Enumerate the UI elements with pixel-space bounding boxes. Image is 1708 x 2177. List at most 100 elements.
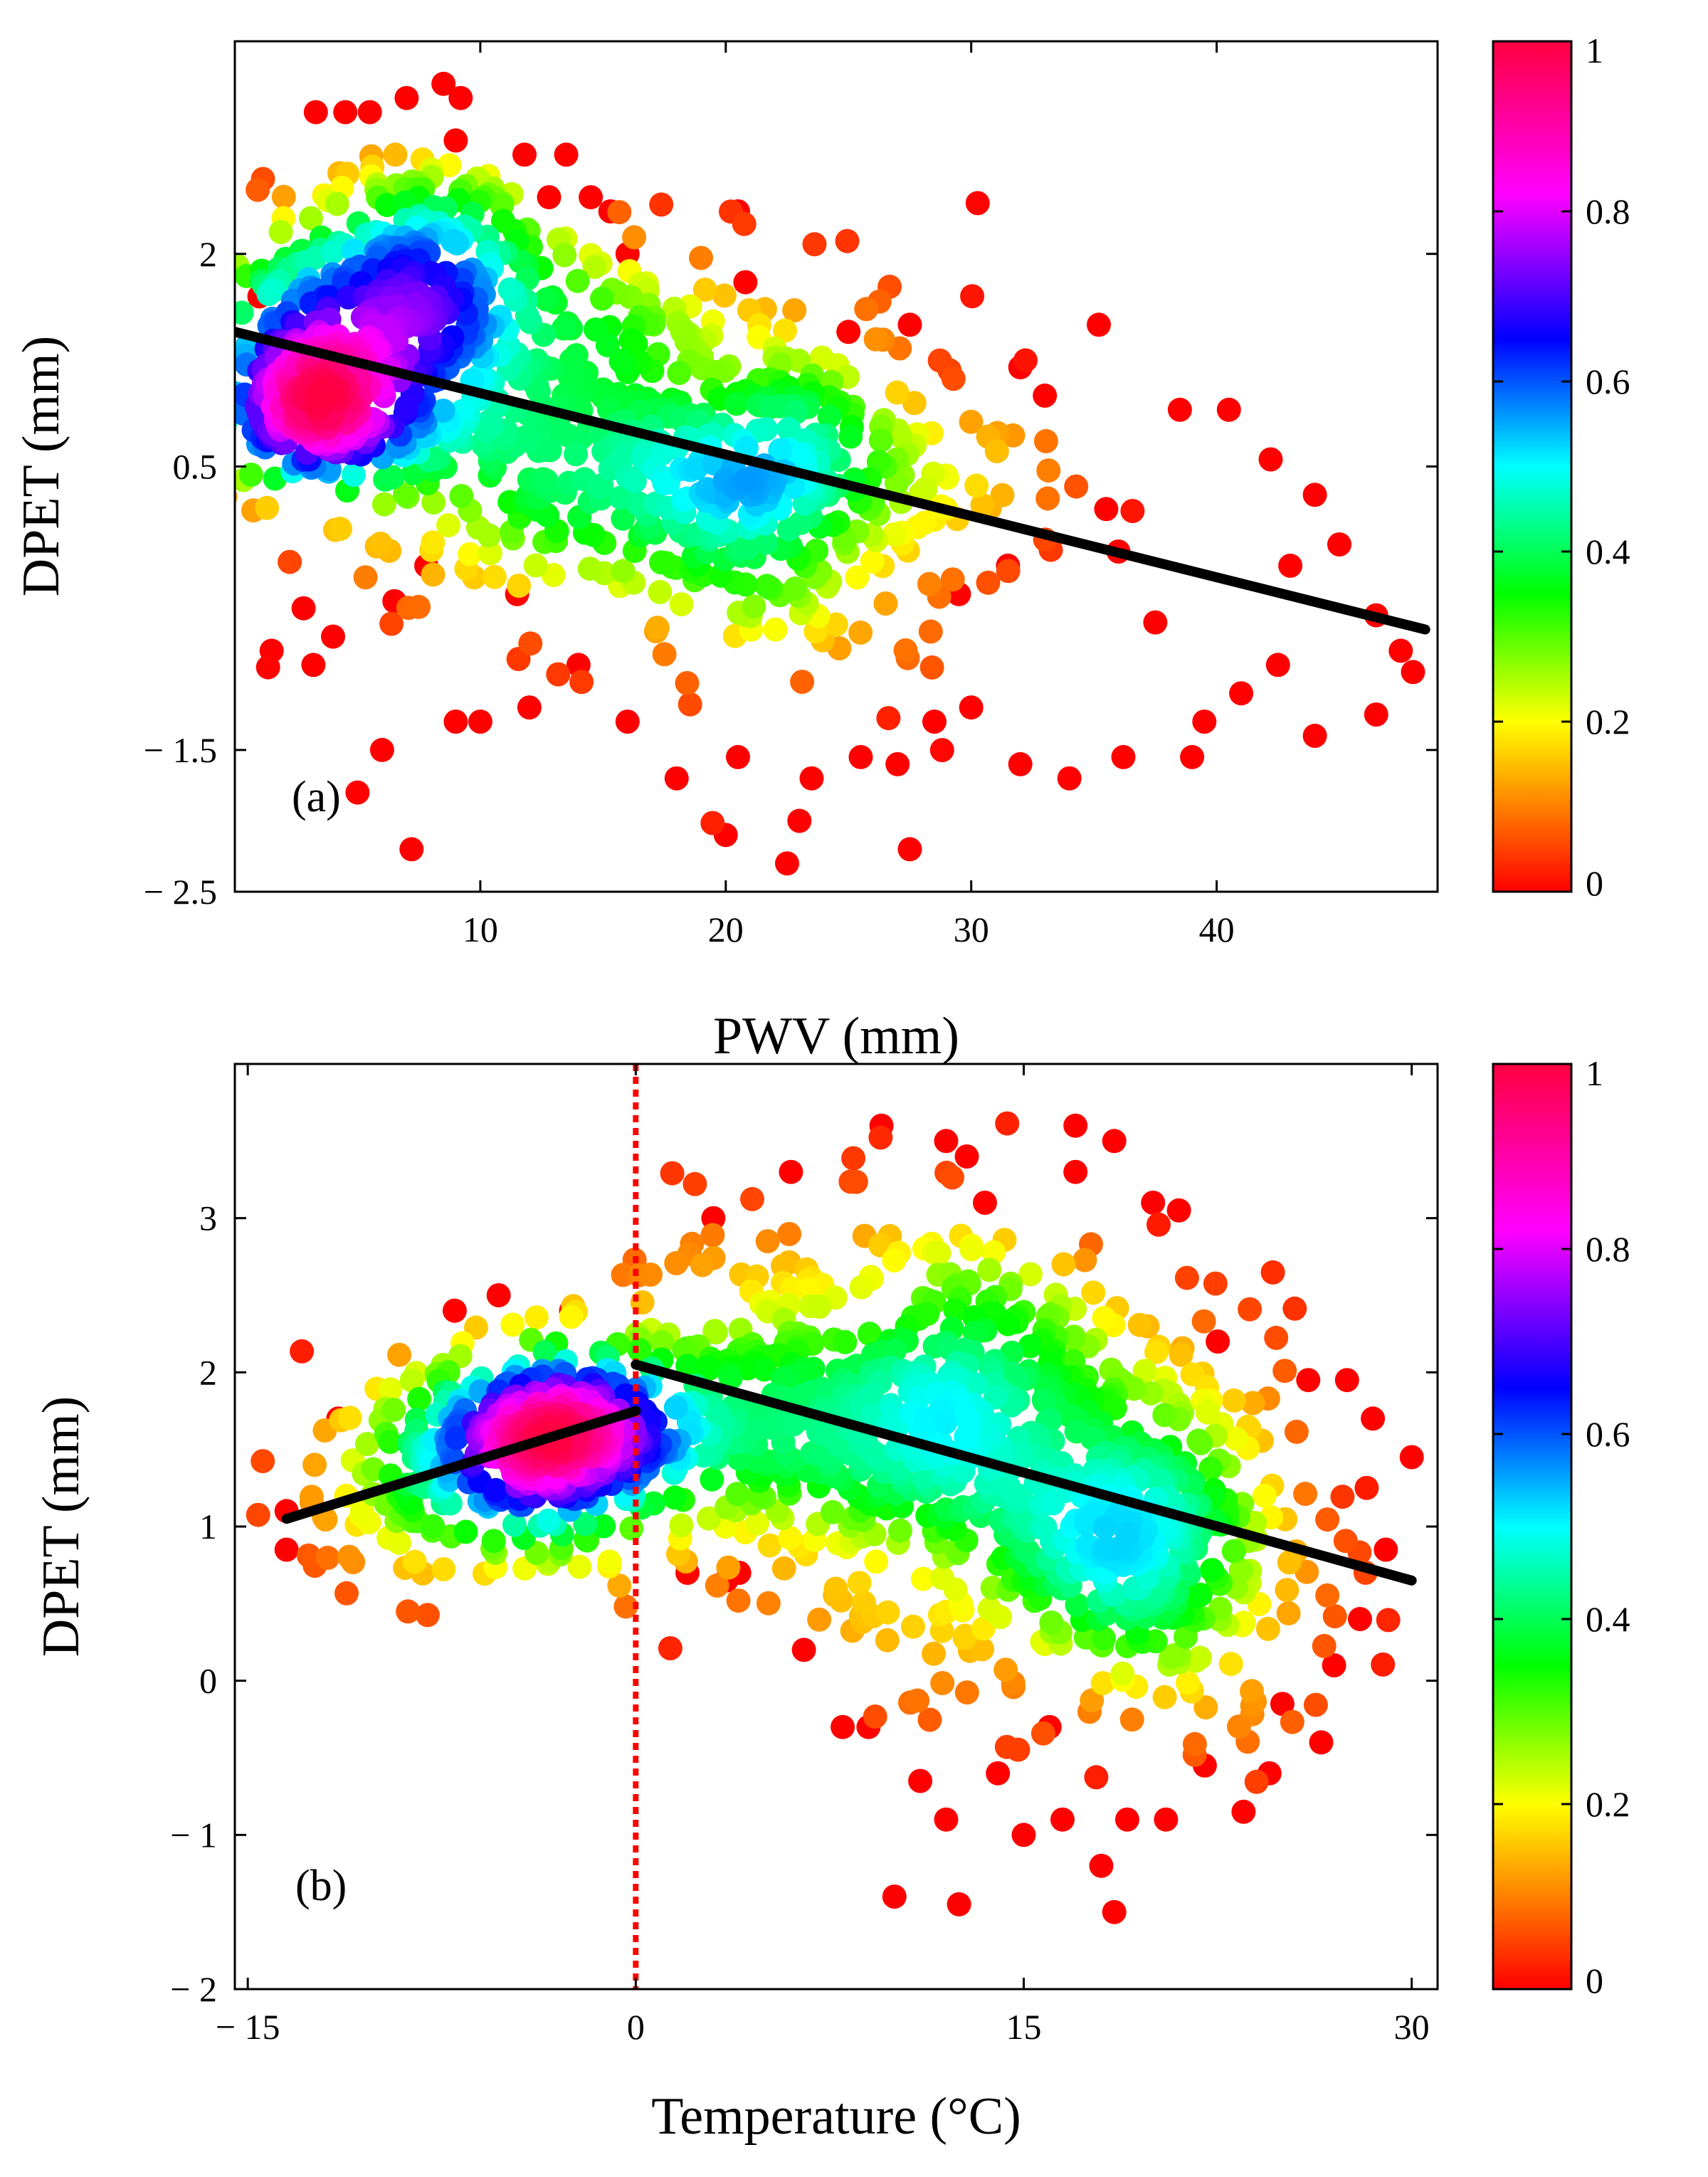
scatter-point xyxy=(1094,497,1119,522)
y-tick-label: − 2.5 xyxy=(144,872,217,912)
scatter-point xyxy=(608,349,633,374)
scatter-point xyxy=(712,283,737,308)
scatter-point xyxy=(552,243,577,268)
scatter-point xyxy=(582,255,607,280)
scatter-point xyxy=(1315,1583,1340,1608)
scatter-point xyxy=(374,193,399,218)
scatter-point xyxy=(328,517,352,542)
scatter-point xyxy=(930,1671,955,1695)
scatter-point xyxy=(901,1614,925,1639)
scatter-point xyxy=(386,1530,411,1555)
scatter-point xyxy=(1348,1607,1372,1631)
scatter-point xyxy=(863,327,888,352)
scatter-point xyxy=(1276,1601,1301,1625)
scatter-point xyxy=(744,1416,769,1441)
scatter-point xyxy=(649,192,674,217)
scatter-point xyxy=(701,1206,726,1230)
scatter-point xyxy=(1089,1853,1114,1878)
scatter-point xyxy=(500,1312,525,1337)
scatter-point xyxy=(664,1250,689,1275)
scatter-point xyxy=(1057,766,1082,791)
scatter-point xyxy=(849,1275,874,1300)
scatter-point xyxy=(951,1399,976,1423)
scatter-point xyxy=(1284,1419,1309,1444)
scatter-point xyxy=(147,394,171,418)
scatter-point xyxy=(994,1734,1019,1759)
scatter-point xyxy=(1169,1342,1193,1367)
x-tick-label: − 15 xyxy=(216,2007,280,2047)
scatter-point xyxy=(536,1508,561,1533)
scatter-point xyxy=(1091,1626,1116,1650)
panel-a-fit-lines xyxy=(235,327,1430,635)
scatter-point xyxy=(334,1581,359,1606)
scatter-point xyxy=(863,1704,887,1729)
scatter-point xyxy=(845,565,870,590)
scatter-point xyxy=(1228,1558,1253,1583)
colorbar-b-frame xyxy=(1492,1063,1573,1991)
scatter-point xyxy=(782,298,807,322)
scatter-point xyxy=(307,385,332,410)
scatter-point xyxy=(477,523,502,548)
scatter-point xyxy=(910,1566,935,1591)
scatter-point xyxy=(700,811,725,836)
x-tick-label: 10 xyxy=(463,910,498,949)
scatter-point xyxy=(700,1223,725,1248)
scatter-point xyxy=(611,506,636,531)
scatter-point xyxy=(517,695,542,720)
scatter-point xyxy=(922,1641,946,1666)
scatter-point xyxy=(1244,1769,1269,1794)
panel-a-label: (a) xyxy=(292,773,341,821)
scatter-point xyxy=(627,1338,652,1362)
scatter-point xyxy=(354,1432,379,1457)
scatter-point xyxy=(1127,1312,1152,1337)
scatter-point xyxy=(768,438,793,463)
scatter-point xyxy=(927,1240,951,1265)
scatter-point xyxy=(464,1315,488,1340)
scatter-point xyxy=(1206,1329,1230,1354)
scatter-point xyxy=(590,286,614,311)
scatter-point xyxy=(442,1298,467,1323)
scatter-point xyxy=(1315,1507,1340,1532)
scatter-point xyxy=(369,737,394,762)
x-tick-label: 40 xyxy=(1199,910,1235,949)
panel-b-x-axis-title: Temperature (°C) xyxy=(651,2087,1021,2146)
scatter-point xyxy=(238,463,263,487)
scatter-point xyxy=(534,468,559,492)
scatter-point xyxy=(1032,1389,1057,1413)
scatter-point xyxy=(718,1366,743,1391)
scatter-point xyxy=(996,1312,1021,1337)
scatter-point xyxy=(448,85,473,110)
scatter-point xyxy=(854,297,879,322)
scatter-point xyxy=(933,1411,958,1435)
scatter-point xyxy=(431,71,456,96)
scatter-point xyxy=(591,1514,616,1539)
scatter-point xyxy=(868,428,893,453)
scatter-point xyxy=(1102,1129,1127,1154)
scatter-point xyxy=(261,278,286,302)
panel-a: 10 20 30 40 2 0.5 − 1.5 − 2.5 (a) PWV (mm) DPE… xyxy=(12,40,1439,1065)
scatter-point xyxy=(965,191,990,216)
scatter-point xyxy=(995,1111,1020,1136)
scatter-point xyxy=(873,591,898,616)
scatter-point xyxy=(402,1549,427,1574)
scatter-point xyxy=(868,1125,893,1150)
scatter-point xyxy=(960,284,985,309)
scatter-point xyxy=(1092,1515,1117,1540)
scatter-point xyxy=(973,1191,997,1215)
scatter-point xyxy=(724,391,749,416)
x-tick-label: 30 xyxy=(954,910,989,949)
scatter-point xyxy=(1180,744,1205,769)
scatter-point xyxy=(246,177,270,202)
scatter-point xyxy=(353,565,378,590)
scatter-point xyxy=(396,1599,421,1624)
scatter-point xyxy=(882,1248,907,1272)
scatter-point xyxy=(565,268,590,293)
scatter-point xyxy=(754,530,779,555)
scatter-point xyxy=(908,1769,933,1793)
scatter-point xyxy=(773,318,797,343)
colorbar-b: 0 0.2 0.4 0.6 0.8 1 xyxy=(1492,1053,1630,2001)
scatter-point xyxy=(235,568,236,572)
scatter-point xyxy=(534,287,559,312)
scatter-point xyxy=(838,424,863,449)
scatter-point xyxy=(740,1186,764,1211)
